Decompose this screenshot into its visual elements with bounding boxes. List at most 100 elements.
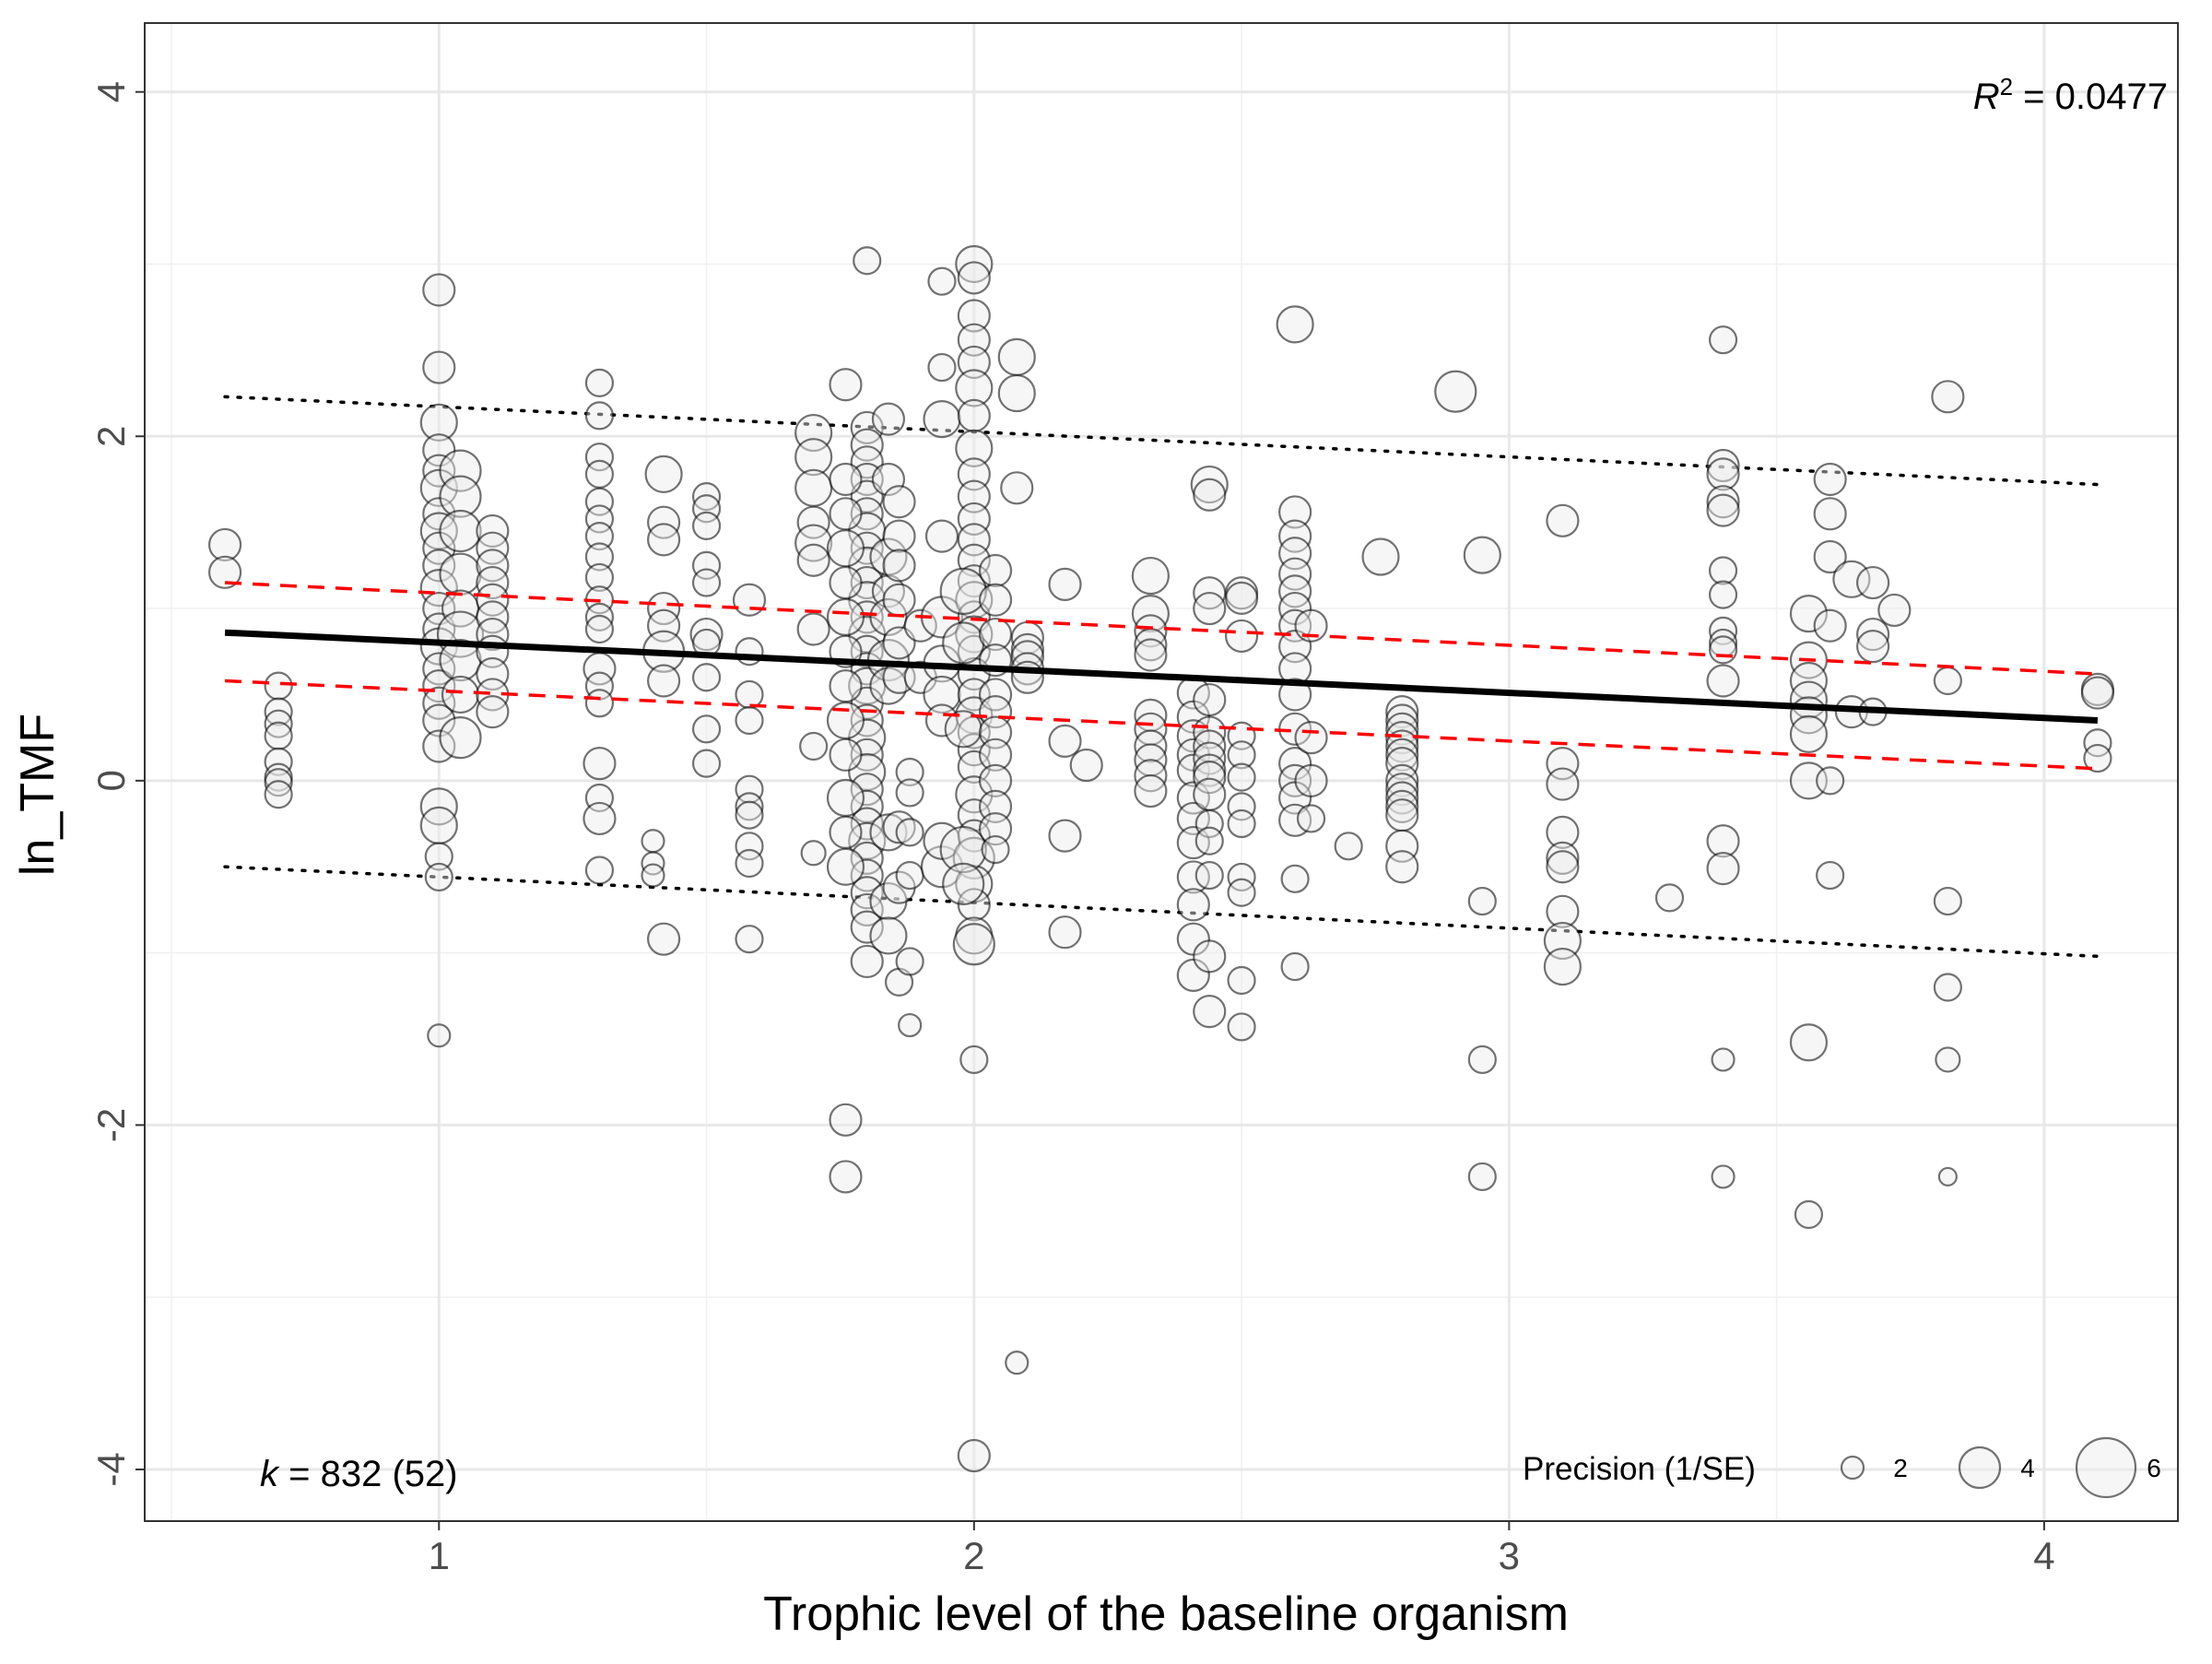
data-point xyxy=(895,860,924,891)
data-point xyxy=(647,922,681,956)
data-point xyxy=(1467,1044,1497,1075)
data-point xyxy=(1278,519,1312,553)
data-point xyxy=(1193,777,1227,811)
data-point xyxy=(1546,894,1580,928)
data-point xyxy=(1278,557,1312,591)
data-point xyxy=(1280,951,1310,982)
data-point xyxy=(850,410,884,445)
data-point xyxy=(955,429,994,467)
data-point xyxy=(927,352,957,383)
y-tick-label: 4 xyxy=(89,81,133,102)
data-point xyxy=(584,401,615,431)
x-tick-label: 2 xyxy=(963,1534,984,1577)
data-point xyxy=(1224,619,1259,654)
data-point xyxy=(955,369,994,407)
data-point xyxy=(1361,537,1400,576)
data-point xyxy=(1467,1162,1497,1192)
data-point xyxy=(439,638,482,682)
data-point xyxy=(422,531,456,565)
data-point xyxy=(582,801,617,836)
data-point xyxy=(957,1438,991,1473)
data-point xyxy=(882,583,916,617)
data-point xyxy=(691,749,722,778)
r-squared-symbol: R xyxy=(1973,77,2000,117)
data-point xyxy=(1278,678,1312,712)
data-point xyxy=(1190,465,1229,504)
data-point xyxy=(1543,947,1582,986)
data-point xyxy=(735,679,764,710)
data-point xyxy=(1134,773,1168,808)
data-point xyxy=(898,1012,923,1038)
data-point xyxy=(264,721,293,750)
data-point xyxy=(1708,325,1738,355)
data-point xyxy=(1794,1199,1824,1230)
data-point xyxy=(957,398,991,432)
data-point xyxy=(691,714,722,744)
data-point xyxy=(1276,305,1314,344)
data-point xyxy=(1385,729,1419,763)
data-point xyxy=(794,438,833,477)
data-point xyxy=(1278,574,1312,608)
data-point xyxy=(850,428,884,462)
data-point xyxy=(871,402,906,436)
data-point xyxy=(981,834,1010,865)
data-point xyxy=(735,705,764,736)
data-point xyxy=(829,815,863,849)
data-point xyxy=(853,246,882,276)
data-point xyxy=(895,947,924,976)
panel-border xyxy=(144,22,2179,1522)
data-point xyxy=(1706,448,1740,483)
data-point xyxy=(422,669,456,703)
data-point xyxy=(1813,539,1847,574)
minor-gridlines xyxy=(145,23,2178,1521)
legend-key-label: 2 xyxy=(1893,1454,1908,1482)
data-point xyxy=(422,350,456,384)
data-point xyxy=(978,812,1013,846)
x-tick-label: 3 xyxy=(1499,1534,1520,1577)
data-point xyxy=(1385,695,1419,729)
data-point xyxy=(1789,761,1829,800)
data-point xyxy=(978,738,1013,772)
data-point xyxy=(1385,789,1419,823)
data-point xyxy=(1227,965,1256,996)
data-point xyxy=(1227,762,1256,792)
data-point xyxy=(1816,766,1845,796)
data-point xyxy=(691,663,722,692)
data-point xyxy=(439,552,482,596)
regression-line xyxy=(224,629,2099,724)
data-point xyxy=(1227,808,1256,839)
data-point xyxy=(422,273,456,307)
data-point xyxy=(264,709,293,738)
data-point xyxy=(419,806,458,845)
data-point xyxy=(1933,973,1962,1002)
data-point xyxy=(584,562,615,593)
data-point xyxy=(1546,815,1580,849)
data-point xyxy=(476,513,510,549)
data-point xyxy=(869,916,908,955)
data-point xyxy=(882,519,916,553)
data-point xyxy=(641,829,665,854)
data-point xyxy=(2080,676,2115,710)
data-point xyxy=(1131,595,1170,633)
data-point xyxy=(850,892,884,927)
data-point xyxy=(1176,801,1210,836)
data-point xyxy=(1069,748,1103,783)
data-point xyxy=(1294,721,1328,755)
r-squared-annotation: R2 = 0.0477 xyxy=(1973,73,2168,117)
data-point xyxy=(869,813,908,852)
prediction-interval-upper xyxy=(223,395,2100,487)
major-gridlines xyxy=(145,23,2178,1521)
data-point xyxy=(850,944,884,979)
r-squared-exponent: 2 xyxy=(2000,73,2013,100)
data-point xyxy=(647,505,681,539)
data-point xyxy=(1933,666,1962,696)
data-point xyxy=(794,524,833,562)
data-point xyxy=(207,527,242,562)
data-point xyxy=(1816,860,1845,891)
data-point xyxy=(944,710,982,749)
data-point xyxy=(978,617,1013,652)
data-point xyxy=(1048,724,1082,758)
data-point xyxy=(826,847,865,886)
data-point xyxy=(957,299,991,333)
